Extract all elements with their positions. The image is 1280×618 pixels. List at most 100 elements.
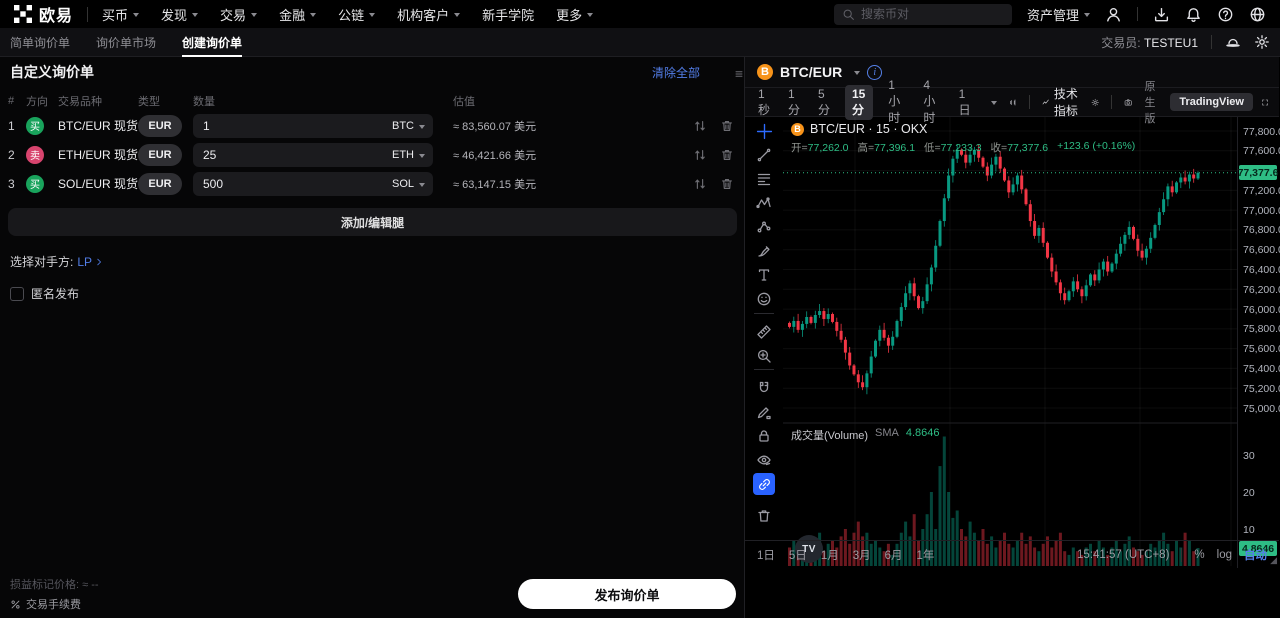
range-6m[interactable]: 6月: [884, 549, 903, 562]
tradingview-watermark[interactable]: TV: [795, 535, 823, 563]
tab-simple-rfq[interactable]: 简单询价单: [10, 35, 71, 50]
pattern-tool-icon[interactable]: [753, 192, 775, 214]
pair-selector[interactable]: ETH/EUR 现货: [58, 146, 138, 163]
emoji-tool-icon[interactable]: [753, 288, 775, 310]
trendline-tool-icon[interactable]: [753, 144, 775, 166]
measure-ruler-tool-icon[interactable]: [753, 321, 775, 343]
notifications-icon[interactable]: [1185, 6, 1202, 23]
search-box[interactable]: [833, 3, 1012, 25]
range-3m[interactable]: 3月: [852, 549, 871, 562]
swap-direction-icon[interactable]: [693, 119, 707, 133]
menu-academy[interactable]: 新手学院: [482, 7, 535, 23]
magnet-tool-icon[interactable]: [753, 377, 775, 399]
add-edit-legs-button[interactable]: 添加/编辑腿: [8, 208, 737, 236]
text-tool-icon[interactable]: [753, 264, 775, 286]
delete-leg-icon[interactable]: [720, 119, 734, 133]
sync-link-tool-icon[interactable]: [753, 473, 775, 495]
clear-all-link[interactable]: 清除全部: [651, 65, 700, 80]
swap-direction-icon[interactable]: [693, 148, 707, 162]
timeframe-15m[interactable]: 15分: [845, 84, 874, 120]
counterparty-selector[interactable]: LP: [77, 255, 104, 269]
log-scale-button[interactable]: log: [1216, 548, 1232, 561]
col-value: 估值: [453, 96, 475, 108]
tradingview-button[interactable]: TradingView: [1170, 93, 1253, 111]
range-5d[interactable]: 5日: [788, 549, 807, 562]
menu-institutional[interactable]: 机构客户: [397, 5, 461, 24]
pair-selector[interactable]: SOL/EUR 现货: [58, 175, 138, 192]
menu-buy-crypto[interactable]: 买币: [102, 5, 140, 24]
axis-label: 30: [1243, 449, 1255, 462]
download-icon[interactable]: [1153, 6, 1170, 23]
brush-tool-icon[interactable]: [753, 240, 775, 262]
delete-leg-icon[interactable]: [720, 148, 734, 162]
menu-discover[interactable]: 发现: [161, 5, 199, 24]
logo-divider: [87, 6, 89, 22]
expand-icon[interactable]: [1261, 95, 1269, 110]
menu-finance[interactable]: 金融: [279, 5, 317, 24]
assets-menu[interactable]: 资产管理: [1027, 5, 1090, 24]
drawing-mode-lock-icon[interactable]: [753, 401, 775, 423]
native-version-button[interactable]: 原生版: [1144, 81, 1156, 125]
publish-rfq-button[interactable]: 发布询价单: [518, 579, 736, 609]
snapshot-camera-icon[interactable]: [1124, 95, 1132, 110]
range-1d[interactable]: 1日: [757, 549, 775, 562]
language-globe-icon[interactable]: [1249, 6, 1266, 23]
timeframe-1h[interactable]: 1小时: [888, 78, 901, 125]
zoom-in-tool-icon[interactable]: [753, 345, 775, 367]
panel-resize-grip[interactable]: [733, 66, 745, 80]
amount-input[interactable]: [193, 118, 353, 133]
leg-index: 2: [8, 147, 15, 162]
indicators-button[interactable]: 技术指标: [1042, 85, 1080, 119]
hide-drawings-eye-icon[interactable]: [753, 449, 775, 471]
menu-more[interactable]: 更多: [556, 5, 594, 24]
chevron-down-icon[interactable]: [990, 101, 997, 105]
menu-chain[interactable]: 公链: [338, 5, 376, 24]
currency-selector[interactable]: ETH: [392, 149, 425, 161]
symbol-name[interactable]: BTC/EUR: [780, 64, 843, 80]
tab-create-rfq[interactable]: 创建询价单: [182, 28, 243, 57]
menu-trade[interactable]: 交易: [220, 5, 258, 24]
tab-rfq-market[interactable]: 询价单市场: [96, 35, 157, 50]
search-input[interactable]: [860, 7, 981, 21]
percent-scale-button[interactable]: %: [1194, 548, 1205, 561]
currency-selector[interactable]: BTC: [392, 120, 425, 132]
chart-settings-gear-icon[interactable]: [1091, 95, 1099, 110]
lock-all-drawings-icon[interactable]: [753, 425, 775, 447]
profile-icon[interactable]: [1105, 6, 1122, 23]
chart-style-icon[interactable]: [1009, 95, 1017, 110]
remove-drawings-trash-icon[interactable]: [753, 505, 775, 527]
fib-retracement-tool-icon[interactable]: [753, 168, 775, 190]
trader-hat-icon[interactable]: [1225, 34, 1241, 50]
candlestick-chart[interactable]: [783, 117, 1237, 568]
range-1y[interactable]: 1年: [916, 549, 935, 562]
price-axis[interactable]: 77,800.0 77,600.0 77,200.0 77,000.0 76,800.0…: [1237, 117, 1280, 568]
main-menu: 买币 发现 交易 金融 公链 机构客户 新手学院 更多: [102, 5, 594, 24]
amount-input[interactable]: [193, 147, 353, 162]
clock[interactable]: 15:41:57 (UTC+8): [1077, 548, 1170, 561]
amount-input[interactable]: [193, 176, 353, 191]
type-pill[interactable]: EUR: [138, 172, 182, 195]
timeframe-1s[interactable]: 1秒: [758, 86, 771, 117]
type-pill[interactable]: EUR: [138, 114, 182, 137]
settings-gear-icon[interactable]: [1254, 34, 1270, 50]
range-1m[interactable]: 1月: [820, 549, 839, 562]
delete-leg-icon[interactable]: [720, 177, 734, 191]
auto-scale-button[interactable]: 自动: [1244, 549, 1267, 562]
pair-selector[interactable]: BTC/EUR 现货: [58, 117, 138, 134]
anonymous-checkbox[interactable]: [10, 286, 24, 301]
timeframe-5m[interactable]: 5分: [818, 86, 831, 117]
type-pill[interactable]: EUR: [138, 143, 182, 166]
timeframe-4h[interactable]: 4小时: [923, 78, 936, 125]
btc-icon: B: [791, 122, 804, 136]
timeframe-1m[interactable]: 1分: [788, 86, 801, 117]
resize-handle[interactable]: ◢: [1270, 555, 1277, 565]
crosshair-tool-icon[interactable]: [753, 120, 775, 142]
help-icon[interactable]: [1217, 6, 1234, 23]
timeframe-1d[interactable]: 1日: [958, 86, 971, 117]
swap-direction-icon[interactable]: [693, 177, 707, 191]
currency-selector[interactable]: SOL: [392, 178, 425, 190]
okx-logo[interactable]: 欧易: [14, 2, 73, 26]
info-icon[interactable]: i: [867, 64, 883, 80]
forecast-tool-icon[interactable]: [753, 216, 775, 238]
